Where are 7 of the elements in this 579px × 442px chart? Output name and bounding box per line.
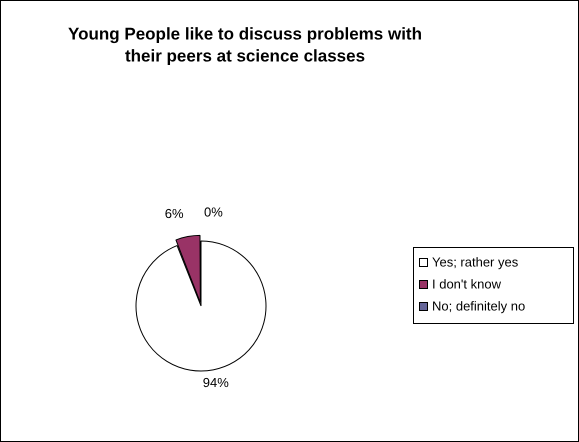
data-label: 94% (202, 375, 230, 390)
data-label: 6% (164, 206, 184, 222)
legend-label: No; definitely no (432, 298, 526, 314)
legend-label: Yes; rather yes (432, 254, 519, 270)
chart-title: Young People like to discuss problems with their peers at science classes (68, 24, 422, 66)
legend-label: I don't know (432, 276, 502, 292)
text: 0% (204, 204, 223, 220)
